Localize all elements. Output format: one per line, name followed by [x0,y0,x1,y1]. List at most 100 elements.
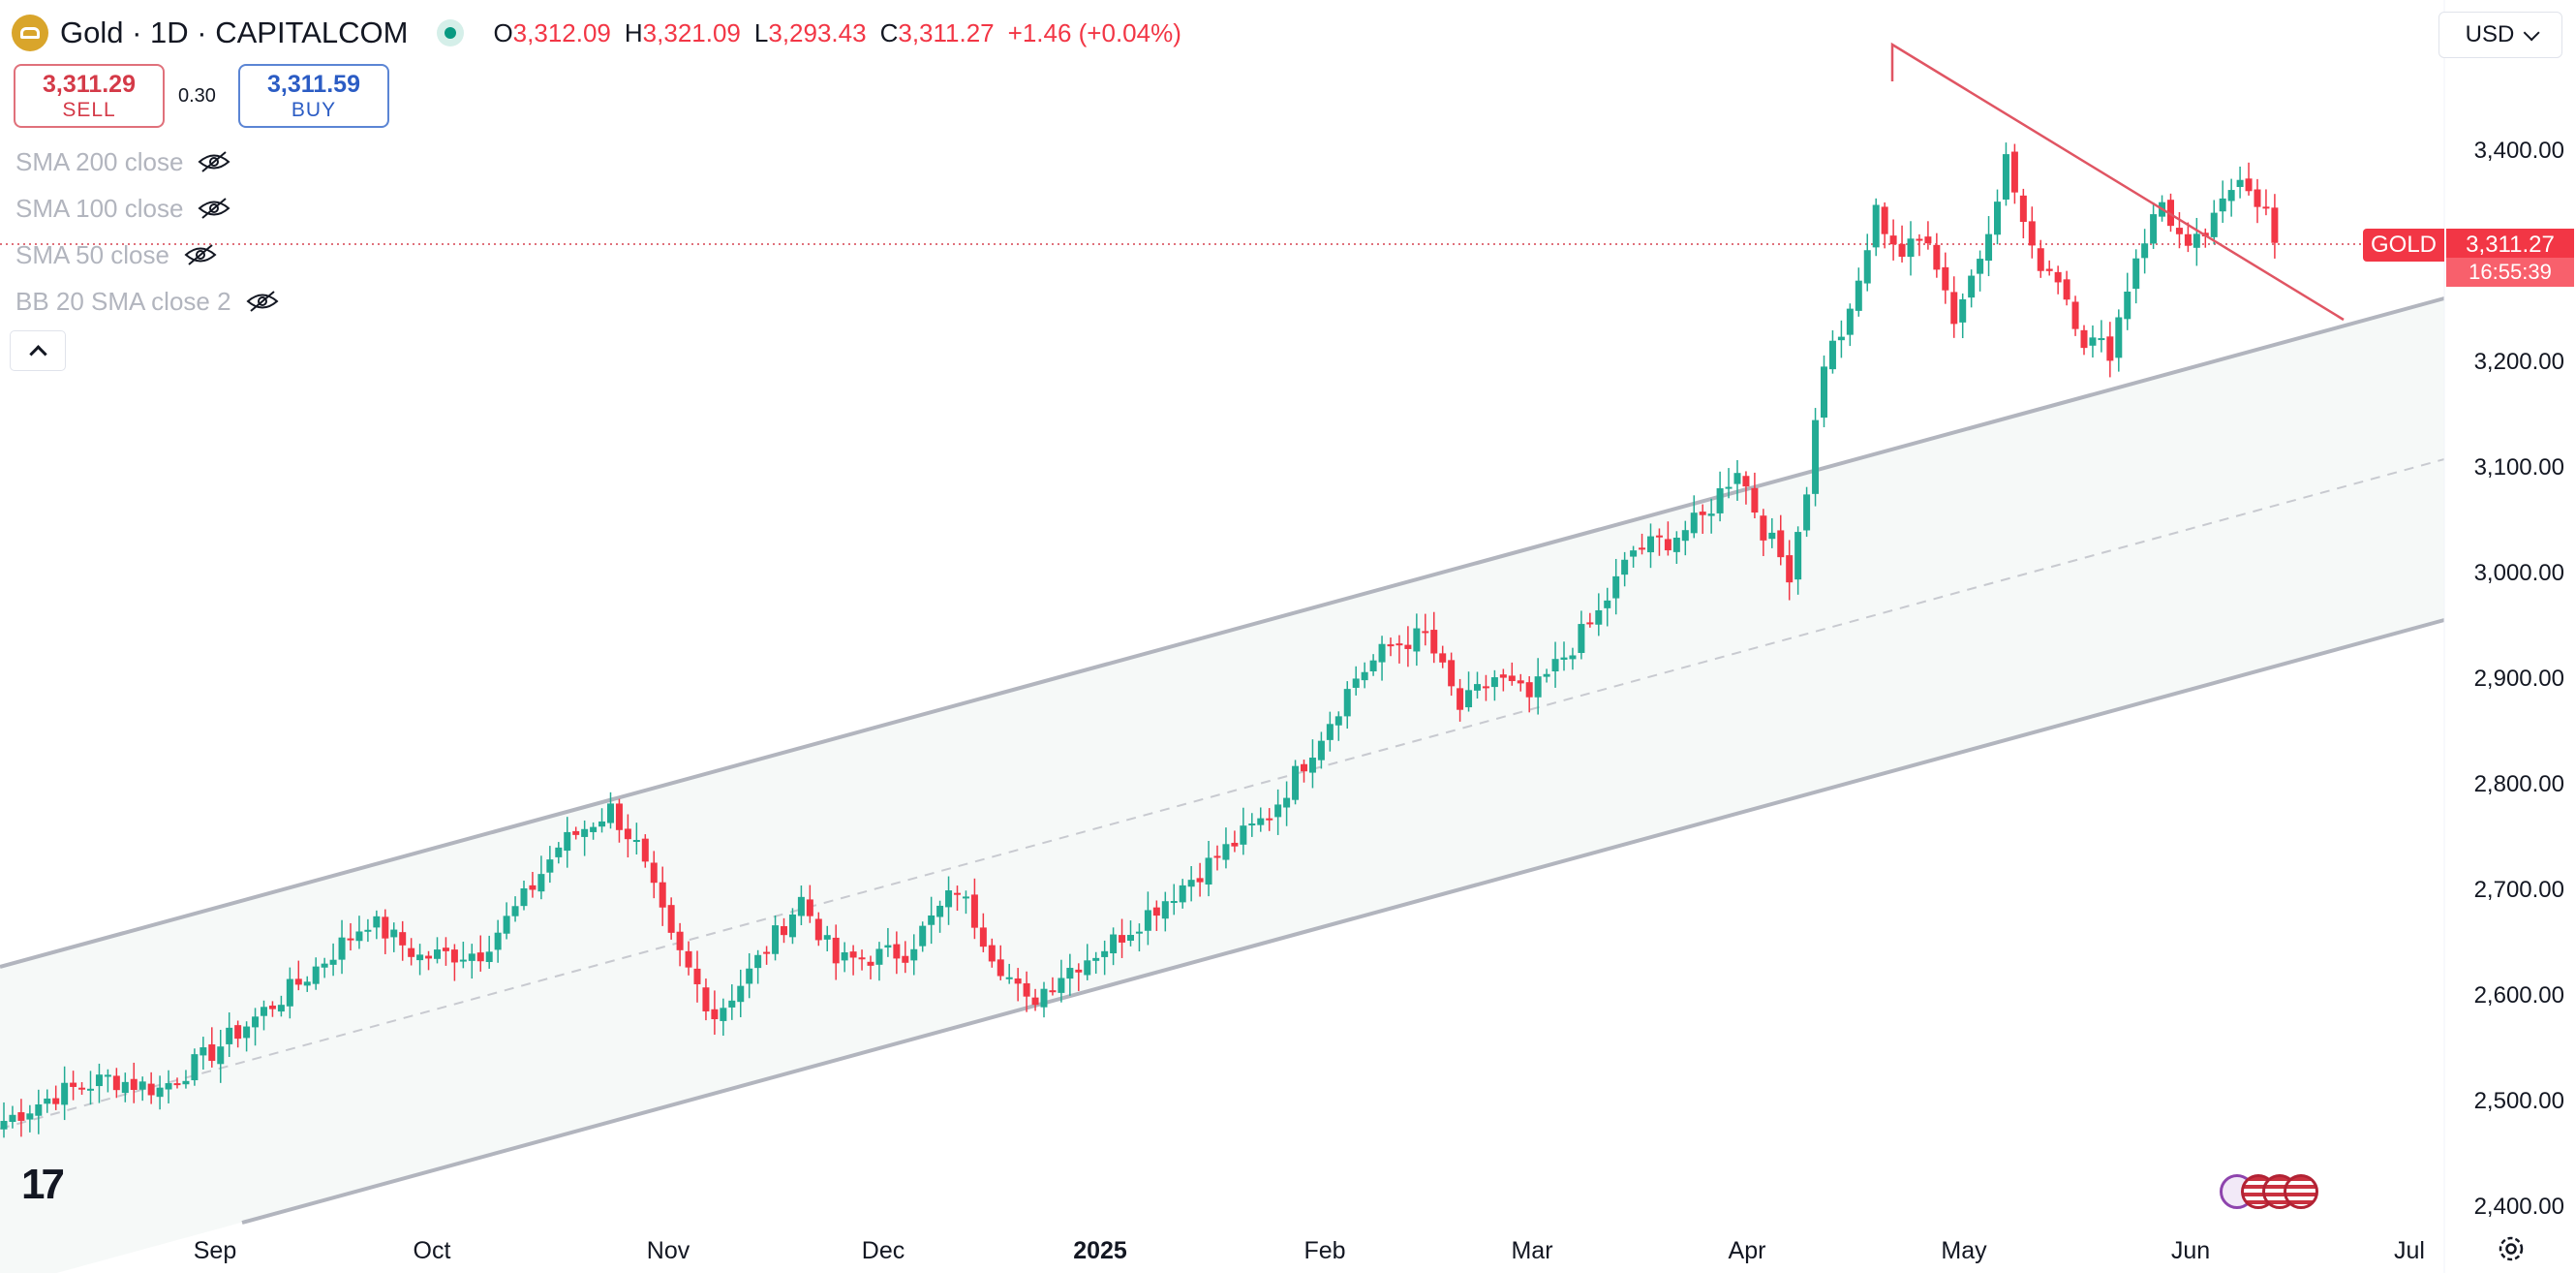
candle[interactable] [2210,200,2218,245]
candle[interactable] [1092,951,1100,975]
candle[interactable] [1586,612,1594,628]
candle[interactable] [1257,807,1265,832]
candle[interactable] [902,941,909,974]
candle[interactable] [1490,669,1498,701]
candle[interactable] [1292,760,1300,805]
candle[interactable] [321,957,328,978]
candle[interactable] [1152,900,1160,931]
candle[interactable] [1231,830,1239,853]
candle[interactable] [268,1001,276,1017]
candle[interactable] [2098,320,2105,353]
candle[interactable] [1482,674,1489,701]
candle[interactable] [1612,558,1620,615]
candle[interactable] [2271,194,2279,259]
candle[interactable] [1413,613,1421,667]
eye-off-icon[interactable] [245,289,280,314]
candle[interactable] [693,950,701,1003]
candle[interactable] [685,941,692,976]
candle[interactable] [138,1076,146,1102]
candle[interactable] [2106,322,2114,378]
candle[interactable] [2141,229,2149,274]
candle[interactable] [286,967,293,1019]
candle[interactable] [1222,827,1230,869]
candle[interactable] [1621,551,1629,587]
candle[interactable] [841,942,848,973]
candle[interactable] [1916,233,1923,257]
candle[interactable] [2236,166,2244,199]
candle[interactable] [1430,611,1438,664]
candle[interactable] [1378,636,1386,681]
candle[interactable] [1551,641,1559,688]
candle[interactable] [1005,963,1013,984]
candle[interactable] [1031,988,1039,1011]
candle[interactable] [676,922,684,967]
candle[interactable] [1075,963,1083,991]
candle[interactable] [2219,180,2226,223]
candle[interactable] [945,876,953,925]
candle[interactable] [1994,189,2001,245]
candle[interactable] [1135,923,1143,952]
candle[interactable] [1404,626,1412,668]
candle[interactable] [1872,198,1880,257]
candle[interactable] [988,938,996,968]
candle[interactable] [2262,189,2270,216]
candle[interactable] [1655,528,1663,556]
candle[interactable] [1240,807,1247,855]
candle[interactable] [450,944,458,981]
candle[interactable] [130,1062,138,1103]
channel-median-line[interactable] [0,458,2445,1130]
candle[interactable] [0,1102,8,1138]
candle[interactable] [329,943,337,977]
candle[interactable] [476,935,484,972]
candle[interactable] [1985,216,1993,277]
candle[interactable] [936,900,944,933]
candle[interactable] [1742,471,1750,505]
us-flag-icon[interactable] [2284,1174,2318,1209]
candle[interactable] [104,1069,111,1093]
candle[interactable] [1716,471,1724,522]
candle[interactable] [607,792,614,829]
candle[interactable] [806,885,813,923]
candle[interactable] [2175,211,2183,249]
candle[interactable] [338,919,346,975]
candle[interactable] [875,942,883,981]
candle[interactable] [2045,260,2053,276]
candle[interactable] [1352,666,1360,696]
candle[interactable] [737,969,745,1017]
candle[interactable] [52,1085,60,1110]
candle[interactable] [112,1068,120,1099]
candle[interactable] [781,917,787,944]
candle[interactable] [442,937,449,966]
candle[interactable] [1187,865,1195,902]
candle[interactable] [1855,267,1862,317]
candle[interactable] [970,878,978,940]
candle[interactable] [1828,329,1836,374]
candle[interactable] [1543,668,1550,683]
candle[interactable] [2002,142,2009,206]
candle[interactable] [2010,143,2018,204]
candle[interactable] [650,851,658,899]
candle[interactable] [2037,239,2044,278]
candle[interactable] [2063,270,2070,306]
candle[interactable] [156,1075,164,1110]
candle[interactable] [2132,249,2140,304]
candle[interactable] [1725,468,1733,499]
candle[interactable] [199,1037,207,1071]
candle[interactable] [1942,252,1949,304]
candle[interactable] [1968,269,1976,308]
candle[interactable] [1898,225,1906,263]
candle[interactable] [2254,178,2261,224]
candle[interactable] [641,834,649,868]
candle[interactable] [2089,325,2097,358]
candle[interactable] [1794,526,1802,595]
candle[interactable] [1049,977,1057,996]
candle[interactable] [1664,521,1671,556]
candle[interactable] [1534,658,1542,715]
candle[interactable] [1058,959,1065,1003]
candle[interactable] [1014,968,1022,1002]
tradingview-logo-icon[interactable]: 17 [21,1161,65,1208]
candle[interactable] [884,927,892,957]
candle[interactable] [615,798,623,843]
candle[interactable] [1803,486,1811,538]
